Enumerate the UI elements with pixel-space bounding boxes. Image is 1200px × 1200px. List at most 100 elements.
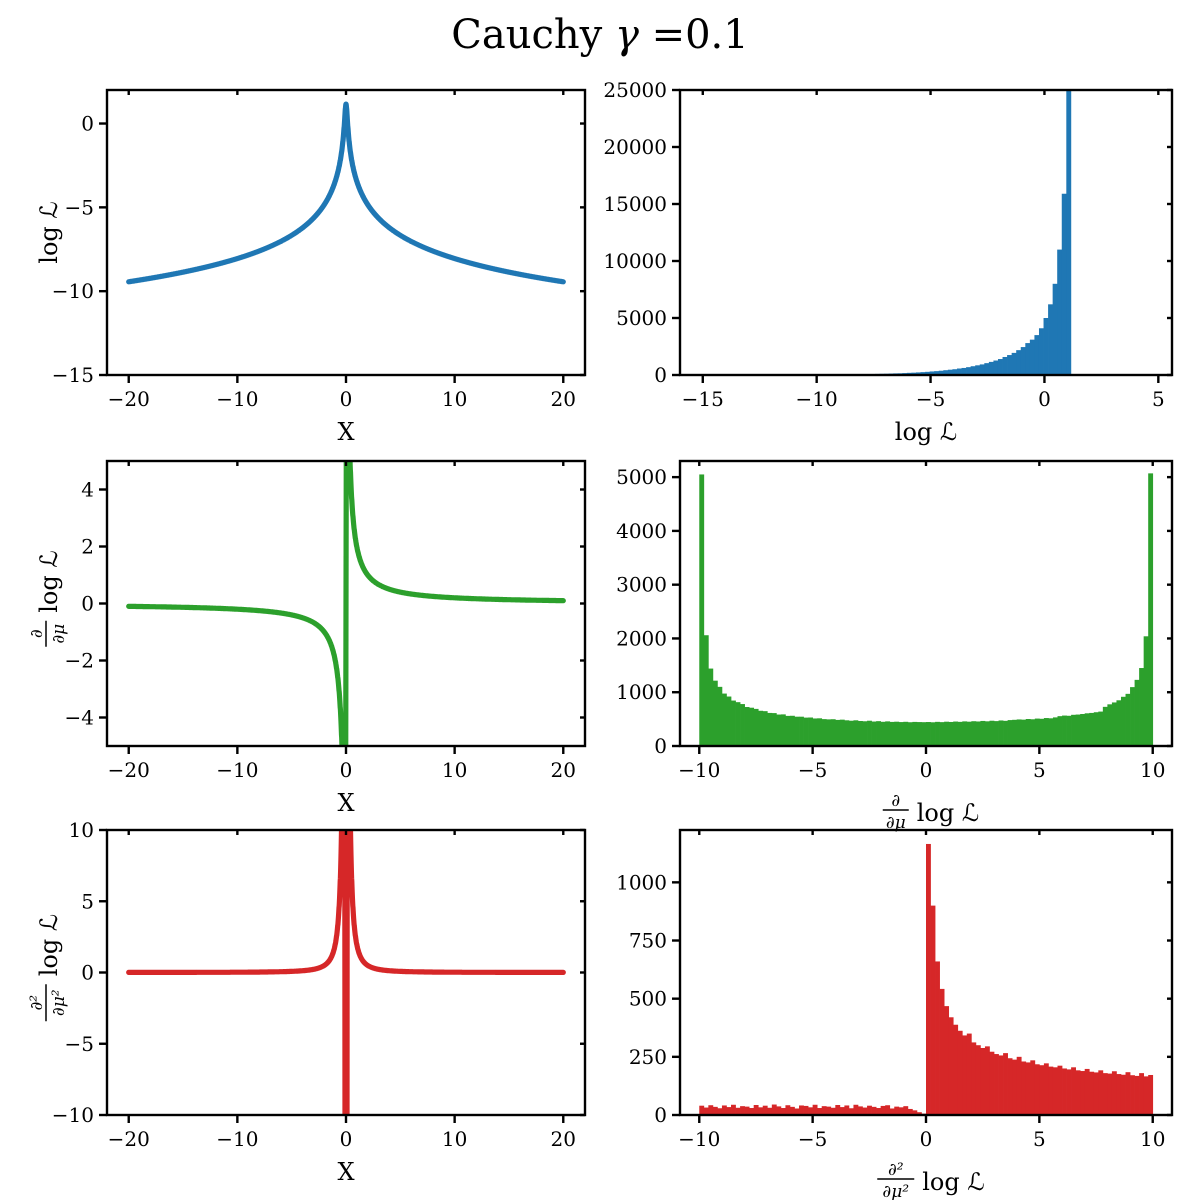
- hist-bar: [1134, 679, 1140, 746]
- y-axis-label: ∂ ∂μ log ℒ: [27, 550, 69, 647]
- hist-bar: [935, 961, 940, 1115]
- hist-bar: [731, 700, 736, 746]
- hist-bar: [948, 1017, 954, 1115]
- hist-bar: [717, 686, 723, 746]
- hist-bar: [994, 1054, 999, 1115]
- hist-bar: [1016, 1056, 1022, 1115]
- svg-text:−2: −2: [65, 649, 94, 673]
- hist-bar: [1025, 719, 1031, 746]
- hist-bar: [744, 707, 750, 746]
- hist-bar: [826, 1106, 832, 1115]
- hist-bar: [794, 716, 800, 746]
- hist-bar: [1007, 720, 1013, 746]
- y-axis-label: log ℒ: [35, 201, 63, 263]
- hist-bar: [1062, 715, 1067, 746]
- svg-text:∂μ: ∂μ: [49, 624, 69, 644]
- tick-labels: −20 −10 0 10 20 −10 −5 0 5 10: [52, 818, 576, 1151]
- axis-ticks: [672, 830, 1172, 1123]
- svg-text:0: 0: [654, 1103, 667, 1127]
- hist-bar: [839, 1107, 845, 1115]
- hist-bar: [780, 1108, 786, 1115]
- hist-bar: [1038, 328, 1044, 375]
- hist-bar: [1107, 1073, 1113, 1115]
- svg-text:1000: 1000: [616, 870, 667, 894]
- hist-bar: [1048, 718, 1054, 746]
- line-curve: [126, 101, 566, 285]
- hist-bar: [817, 718, 823, 746]
- hist-bar: [939, 722, 945, 746]
- hist-bar: [975, 365, 981, 375]
- hist-bar: [912, 721, 918, 746]
- hist-bar: [871, 1106, 877, 1115]
- hist-bar: [839, 719, 845, 746]
- svg-text:0: 0: [81, 961, 94, 985]
- svg-text:log ℒ: log ℒ: [922, 1168, 984, 1196]
- svg-text:0: 0: [920, 1127, 933, 1151]
- hist-bar: [712, 1106, 718, 1115]
- svg-text:20: 20: [551, 1127, 576, 1151]
- hist-bar: [803, 717, 809, 746]
- hist-bar: [998, 720, 1004, 746]
- hist-bar: [1093, 712, 1099, 746]
- axis-ticks: [99, 828, 585, 1123]
- title-prefix: Cauchy: [451, 12, 615, 58]
- x-axis-label: ∂² ∂μ² log ℒ: [877, 1160, 985, 1200]
- hist-bar: [808, 717, 813, 746]
- hist-bar: [848, 720, 854, 746]
- hist-bar: [857, 1106, 863, 1115]
- svg-text:5: 5: [1152, 387, 1165, 411]
- hist-bar: [830, 719, 836, 746]
- hist-bar: [971, 721, 977, 746]
- hist-bar: [1130, 687, 1135, 746]
- svg-text:∂μ: ∂μ: [886, 813, 906, 833]
- hist-bar: [844, 1105, 850, 1115]
- svg-text:0: 0: [81, 112, 94, 136]
- hist-bar: [731, 1104, 736, 1115]
- hist-bar: [1148, 1074, 1154, 1115]
- hist-bar: [961, 367, 967, 375]
- svg-text:4: 4: [81, 478, 94, 502]
- hist-bar: [915, 372, 921, 375]
- hist-bar: [1007, 1058, 1013, 1115]
- hist-bar: [717, 1108, 723, 1115]
- hist-bar: [821, 1106, 827, 1115]
- hist-bar: [699, 474, 705, 746]
- svg-text:0: 0: [1038, 387, 1051, 411]
- svg-text:−15: −15: [682, 387, 724, 411]
- hist-bar: [1139, 1073, 1145, 1115]
- hist-bar: [835, 1104, 841, 1115]
- hist-bar: [947, 369, 953, 375]
- line-curve: [126, 830, 566, 1115]
- hist-bar: [785, 1105, 791, 1115]
- subplot-bottom-left: −20 −10 0 10 20 −10 −5 0 5 10 X ∂² ∂μ² log ℒ: [27, 818, 587, 1186]
- hist-bar: [753, 708, 759, 746]
- hist-bar: [853, 720, 859, 746]
- hist-bar: [780, 714, 786, 746]
- hist-bar: [1039, 1065, 1045, 1115]
- hist-bar: [789, 715, 795, 746]
- hist-bar: [721, 1105, 727, 1115]
- svg-text:∂μ²: ∂μ²: [49, 989, 69, 1016]
- svg-text:5: 5: [1033, 1127, 1046, 1151]
- hist-bar: [898, 722, 904, 746]
- svg-text:15000: 15000: [603, 192, 667, 216]
- hist-bar: [1057, 1065, 1063, 1115]
- svg-text:20: 20: [551, 758, 576, 782]
- svg-text:−10: −10: [678, 758, 720, 782]
- svg-text:−5: −5: [798, 758, 827, 782]
- svg-text:500: 500: [629, 987, 667, 1011]
- title-value: =0.1: [638, 12, 749, 58]
- svg-text:−5: −5: [65, 195, 94, 219]
- svg-text:X: X: [337, 789, 354, 817]
- svg-text:log ℒ: log ℒ: [35, 550, 63, 612]
- hist-bar: [1066, 1069, 1072, 1115]
- x-axis-label: X: [337, 789, 354, 817]
- svg-text:∂: ∂: [27, 629, 47, 638]
- hist-bar: [857, 720, 863, 746]
- svg-text:750: 750: [629, 929, 667, 953]
- hist-bar: [771, 713, 777, 746]
- hist-bar: [740, 704, 745, 746]
- hist-bar: [835, 719, 841, 746]
